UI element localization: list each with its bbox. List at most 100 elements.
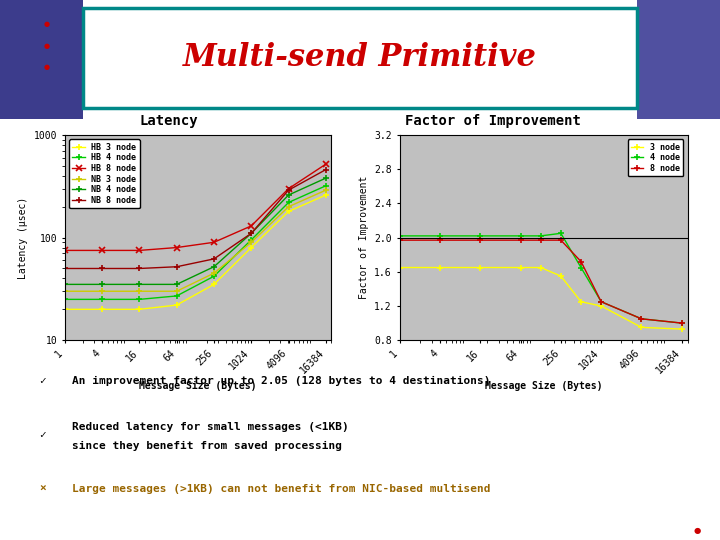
NB 3 node (60, 288, 69, 294)
HB 3 node (322, 192, 330, 198)
HB 8 node (247, 222, 256, 229)
Text: ✓: ✓ (40, 376, 46, 386)
Text: ✓: ✓ (40, 430, 46, 440)
HB 8 node (322, 161, 330, 167)
NB 4 node (172, 281, 181, 288)
NB 8 node (60, 265, 69, 272)
NB 8 node (284, 187, 293, 193)
HB 3 node (247, 244, 256, 251)
HB 8 node (60, 247, 69, 254)
HB 8 node (210, 239, 218, 246)
Text: ●: ● (44, 43, 50, 49)
8 node (516, 237, 525, 244)
HB 3 node (60, 306, 69, 313)
4 node (577, 264, 585, 271)
NB 8 node (98, 265, 107, 272)
3 node (476, 264, 485, 271)
Line: NB 8 node: NB 8 node (62, 167, 328, 271)
3 node (395, 264, 404, 271)
8 node (557, 237, 565, 244)
Y-axis label: Factor of Improvement: Factor of Improvement (359, 176, 369, 299)
Text: ●: ● (44, 64, 50, 71)
NB 4 node (135, 281, 144, 288)
8 node (395, 237, 404, 244)
Line: HB 3 node: HB 3 node (62, 192, 328, 312)
3 node (436, 264, 444, 271)
Line: 8 node: 8 node (397, 238, 685, 326)
8 node (577, 258, 585, 265)
X-axis label: Message Size (Bytes): Message Size (Bytes) (485, 381, 603, 391)
X-axis label: Message Size (Bytes): Message Size (Bytes) (139, 381, 257, 391)
HB 8 node (135, 247, 144, 254)
HB 4 node (247, 237, 256, 243)
NB 4 node (247, 230, 256, 237)
NB 8 node (322, 166, 330, 173)
HB 8 node (98, 247, 107, 254)
HB 3 node (135, 306, 144, 313)
NB 4 node (322, 175, 330, 181)
Text: ●: ● (693, 526, 701, 535)
Y-axis label: Latency (µsec): Latency (µsec) (18, 197, 28, 279)
8 node (476, 237, 485, 244)
HB 8 node (284, 185, 293, 192)
Legend: 3 node, 4 node, 8 node: 3 node, 4 node, 8 node (628, 139, 683, 176)
NB 4 node (284, 192, 293, 198)
8 node (436, 237, 444, 244)
4 node (536, 233, 545, 239)
8 node (678, 320, 686, 326)
NB 8 node (172, 264, 181, 270)
Text: Factor of Improvement: Factor of Improvement (405, 114, 581, 129)
Legend: HB 3 node, HB 4 node, HB 8 node, NB 3 node, NB 4 node, NB 8 node: HB 3 node, HB 4 node, HB 8 node, NB 3 no… (69, 139, 140, 208)
4 node (395, 233, 404, 239)
HB 4 node (60, 296, 69, 302)
NB 4 node (98, 281, 107, 288)
4 node (678, 320, 686, 326)
NB 3 node (247, 239, 256, 246)
4 node (637, 315, 646, 322)
HB 4 node (284, 199, 293, 206)
NB 8 node (247, 230, 256, 237)
HB 4 node (322, 183, 330, 189)
HB 3 node (98, 306, 107, 313)
Text: ×: × (40, 484, 46, 494)
NB 8 node (210, 255, 218, 262)
NB 8 node (135, 265, 144, 272)
3 node (678, 326, 686, 332)
4 node (516, 233, 525, 239)
HB 3 node (172, 302, 181, 308)
3 node (597, 303, 606, 309)
HB 8 node (172, 244, 181, 251)
8 node (597, 299, 606, 305)
3 node (516, 264, 525, 271)
Line: 4 node: 4 node (397, 231, 685, 326)
NB 3 node (172, 288, 181, 294)
HB 3 node (284, 208, 293, 214)
Line: HB 4 node: HB 4 node (62, 183, 328, 302)
NB 3 node (135, 288, 144, 294)
NB 3 node (98, 288, 107, 294)
HB 3 node (210, 281, 218, 288)
NB 4 node (60, 281, 69, 288)
Text: Large messages (>1KB) can not benefit from NIC-based multisend: Large messages (>1KB) can not benefit fr… (72, 484, 490, 494)
8 node (637, 315, 646, 322)
3 node (577, 299, 585, 305)
Text: Latency: Latency (140, 114, 199, 129)
Text: An improvement factor up to 2.05 (128 bytes to 4 destinations): An improvement factor up to 2.05 (128 by… (72, 376, 490, 386)
HB 4 node (210, 273, 218, 280)
Text: Multi-send Primitive: Multi-send Primitive (183, 42, 537, 73)
NB 4 node (210, 264, 218, 270)
8 node (536, 237, 545, 244)
4 node (436, 233, 444, 239)
NB 3 node (210, 270, 218, 276)
3 node (557, 273, 565, 279)
HB 4 node (98, 296, 107, 302)
HB 4 node (172, 293, 181, 299)
4 node (557, 230, 565, 237)
NB 3 node (284, 204, 293, 210)
Line: HB 8 node: HB 8 node (62, 161, 328, 253)
4 node (597, 299, 606, 305)
Text: since they benefit from saved processing: since they benefit from saved processing (72, 441, 342, 450)
Line: NB 4 node: NB 4 node (62, 176, 328, 287)
Line: NB 3 node: NB 3 node (62, 187, 328, 294)
3 node (637, 324, 646, 330)
